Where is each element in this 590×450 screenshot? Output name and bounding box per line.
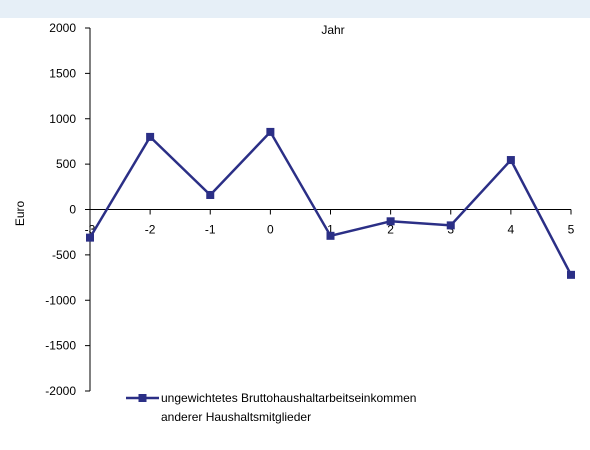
y-tick-label: 1500 [49, 66, 76, 80]
x-tick-label: 0 [267, 223, 274, 237]
series-line [88, 129, 573, 276]
x-axis-ticks: -3 -2 -1 0 1 2 3 4 5 [85, 209, 575, 237]
x-tick-label: 3 [447, 223, 454, 237]
legend: ungewichtetes Bruttohaushaltarbeitseinko… [126, 391, 416, 424]
legend-label-line1: ungewichtetes Bruttohaushaltarbeitseinko… [161, 391, 416, 405]
x-tick-label: 5 [568, 223, 575, 237]
chart-title: Jahr [321, 23, 344, 37]
data-point-marker [446, 221, 455, 230]
top-band [0, 0, 590, 18]
data-point-marker [206, 190, 215, 199]
data-point-marker [266, 127, 275, 136]
x-tick-label: -3 [85, 223, 96, 237]
y-tick-label: -1500 [45, 339, 76, 353]
x-tick-label: 2 [387, 223, 394, 237]
data-point-marker [326, 231, 335, 240]
y-tick-label: -500 [52, 248, 76, 262]
y-tick-label: 1000 [49, 112, 76, 126]
legend-marker [138, 394, 147, 402]
y-tick-label: 0 [69, 203, 76, 217]
y-tick-label: 500 [56, 157, 76, 171]
y-axis-ticks: 2000 1500 1000 500 0 -500 -1000 -1500 -2000 [45, 21, 90, 398]
x-tick-label: -2 [145, 223, 156, 237]
legend-label-line2: anderer Haushaltsmitglieder [161, 410, 311, 424]
data-point-marker [567, 270, 575, 279]
y-tick-label: -2000 [45, 384, 76, 398]
y-axis-title: Euro [13, 201, 27, 227]
data-point-marker [146, 132, 155, 141]
y-tick-label: 2000 [49, 21, 76, 35]
data-point-marker [506, 156, 515, 165]
series-group [86, 127, 575, 279]
x-tick-label: -1 [205, 223, 216, 237]
data-point-marker [386, 217, 395, 226]
data-point-marker [86, 233, 94, 242]
y-tick-label: -1000 [45, 293, 76, 307]
x-tick-label: 4 [508, 223, 515, 237]
x-tick-label: 1 [327, 223, 334, 237]
